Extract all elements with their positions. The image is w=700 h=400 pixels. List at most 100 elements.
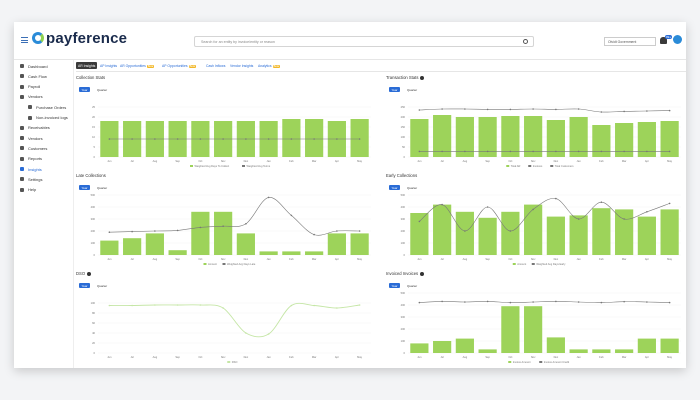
legend-label[interactable]: Invoice Amount Credit xyxy=(544,360,570,364)
sidebar-item-payroll[interactable]: Payroll xyxy=(20,83,40,91)
bar[interactable] xyxy=(350,233,369,255)
info-icon[interactable] xyxy=(87,271,92,276)
sidebar-item-receivables[interactable]: Receivables xyxy=(20,124,50,132)
data-point[interactable] xyxy=(313,138,315,140)
bell-icon[interactable] xyxy=(660,37,667,44)
sidebar-item-reports[interactable]: Reports xyxy=(20,155,42,163)
data-point[interactable] xyxy=(532,208,534,211)
tab-analytics[interactable]: Analytics Beta xyxy=(256,62,282,69)
legend-label[interactable]: Total AR xyxy=(511,164,521,168)
bar[interactable] xyxy=(660,209,679,255)
data-point[interactable] xyxy=(509,108,512,111)
data-point[interactable] xyxy=(646,211,648,213)
search-input[interactable]: Search for an entity by invoice/entity o… xyxy=(194,36,534,47)
sidebar-item-customers[interactable]: Customers xyxy=(20,144,47,152)
bar[interactable] xyxy=(592,125,611,157)
sidebar-item-non-invoiced-logs[interactable]: Non-invoiced logs xyxy=(28,114,68,122)
data-point[interactable] xyxy=(290,214,293,217)
tab-ap-insights[interactable]: AP Insights xyxy=(98,62,119,69)
avatar[interactable] xyxy=(673,35,682,44)
data-point[interactable] xyxy=(623,218,625,220)
data-point[interactable] xyxy=(199,304,202,306)
data-point[interactable] xyxy=(623,110,625,113)
data-point[interactable] xyxy=(623,150,625,153)
sidebar-item-cash-flow[interactable]: Cash Flow xyxy=(20,72,47,80)
data-point[interactable] xyxy=(668,150,671,153)
data-point[interactable] xyxy=(577,301,580,303)
data-point[interactable] xyxy=(176,304,179,306)
data-point[interactable] xyxy=(600,150,603,153)
bar[interactable] xyxy=(410,119,429,157)
data-point[interactable] xyxy=(313,233,315,236)
bar[interactable] xyxy=(123,238,142,255)
legend-label[interactable]: Amount xyxy=(208,262,217,266)
bar[interactable] xyxy=(478,349,497,353)
data-point[interactable] xyxy=(555,197,557,200)
data-point[interactable] xyxy=(464,301,466,303)
bar[interactable] xyxy=(546,216,565,255)
data-point[interactable] xyxy=(646,110,648,112)
bar[interactable] xyxy=(478,117,497,157)
info-icon[interactable] xyxy=(420,75,425,80)
data-point[interactable] xyxy=(290,138,293,140)
data-point[interactable] xyxy=(358,138,361,140)
data-point[interactable] xyxy=(555,108,557,111)
tab-ar-opportunities[interactable]: AR Opportunities Beta xyxy=(118,62,156,69)
data-point[interactable] xyxy=(290,304,293,307)
bar[interactable] xyxy=(660,338,679,353)
bar[interactable] xyxy=(524,116,543,157)
data-point[interactable] xyxy=(600,111,603,113)
data-point[interactable] xyxy=(509,301,512,304)
quarter-toggle-button[interactable]: Quarter xyxy=(97,284,108,288)
data-point[interactable] xyxy=(577,218,580,220)
data-point[interactable] xyxy=(358,304,361,306)
year-toggle-button[interactable]: Year xyxy=(389,283,400,288)
data-point[interactable] xyxy=(418,301,421,304)
sidebar-item-purchase-orders[interactable]: Purchase Orders xyxy=(28,103,66,111)
data-point[interactable] xyxy=(267,196,270,199)
data-point[interactable] xyxy=(176,138,179,140)
year-toggle-button[interactable]: Year xyxy=(79,185,90,190)
data-point[interactable] xyxy=(267,333,270,335)
bar[interactable] xyxy=(615,209,634,255)
quarter-toggle-button[interactable]: Quarter xyxy=(407,284,418,288)
tab-ar-insights[interactable]: AR Insights xyxy=(76,62,98,69)
bar[interactable] xyxy=(214,211,233,255)
data-point[interactable] xyxy=(199,226,202,229)
year-toggle-button[interactable]: Year xyxy=(79,283,90,288)
bar[interactable] xyxy=(546,337,565,353)
bar[interactable] xyxy=(660,121,679,157)
bar[interactable] xyxy=(478,217,497,255)
bar[interactable] xyxy=(433,341,452,353)
bar[interactable] xyxy=(168,250,187,255)
data-point[interactable] xyxy=(668,301,671,304)
bar[interactable] xyxy=(455,338,474,353)
data-point[interactable] xyxy=(646,301,648,303)
data-point[interactable] xyxy=(245,138,247,140)
data-point[interactable] xyxy=(532,150,534,153)
data-point[interactable] xyxy=(577,150,580,153)
tab-vendor-insights[interactable]: Vendor Insights xyxy=(228,62,255,69)
data-point[interactable] xyxy=(555,150,557,153)
data-point[interactable] xyxy=(245,223,247,225)
sidebar-item-help[interactable]: Help xyxy=(20,186,36,194)
search-icon[interactable] xyxy=(523,39,528,44)
data-point[interactable] xyxy=(555,300,557,303)
data-point[interactable] xyxy=(222,307,224,309)
data-point[interactable] xyxy=(509,150,512,153)
data-point[interactable] xyxy=(486,206,489,208)
bar[interactable] xyxy=(637,122,656,157)
data-point[interactable] xyxy=(131,304,133,307)
data-point[interactable] xyxy=(245,332,247,334)
bar[interactable] xyxy=(615,349,634,353)
bar[interactable] xyxy=(501,211,520,255)
bar[interactable] xyxy=(569,215,588,255)
data-point[interactable] xyxy=(486,150,489,153)
data-point[interactable] xyxy=(418,109,421,111)
bar[interactable] xyxy=(637,338,656,353)
bar[interactable] xyxy=(501,116,520,157)
bar[interactable] xyxy=(282,119,301,157)
data-point[interactable] xyxy=(222,225,224,227)
data-point[interactable] xyxy=(222,138,224,140)
data-point[interactable] xyxy=(108,304,111,307)
